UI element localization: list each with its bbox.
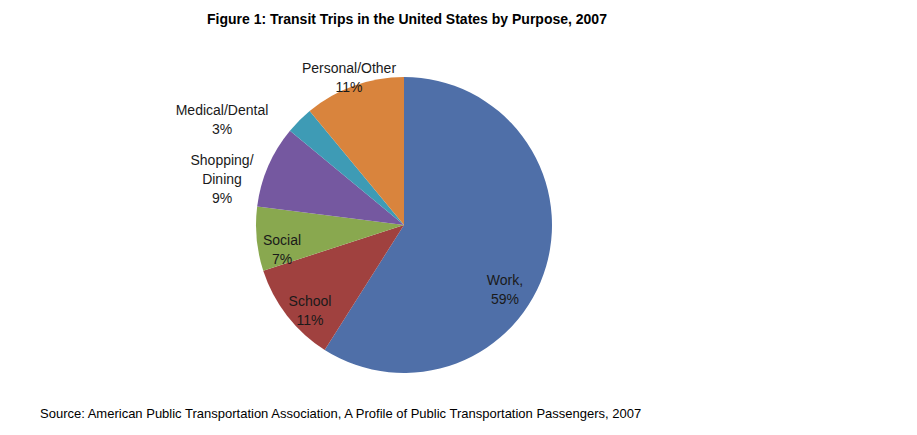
category-label: Medical/Dental bbox=[176, 102, 269, 118]
data-label: 11% bbox=[336, 79, 363, 95]
source: Source: American Public Transportation A… bbox=[40, 406, 641, 421]
slice bbox=[310, 77, 404, 225]
pie bbox=[256, 77, 552, 373]
category-label: Shopping/Dining bbox=[190, 152, 253, 187]
labels: Work, 59% School 11% Social 7% Shopping/Dining… bbox=[176, 60, 523, 328]
title: Figure 1: Transit Trips in the United St… bbox=[207, 11, 607, 27]
category-label: School bbox=[289, 293, 332, 309]
category-label: Social bbox=[263, 232, 301, 248]
data-label: 7% bbox=[272, 251, 292, 267]
category-label: Personal/Other bbox=[302, 60, 396, 76]
chart: Figure 1: Transit Trips in the United St… bbox=[0, 0, 917, 435]
data-label: 59% bbox=[491, 291, 519, 307]
data-label: 9% bbox=[212, 190, 232, 206]
data-label: 3% bbox=[212, 121, 232, 137]
category-label: Work, bbox=[487, 272, 523, 288]
data-label: 11% bbox=[297, 312, 324, 328]
